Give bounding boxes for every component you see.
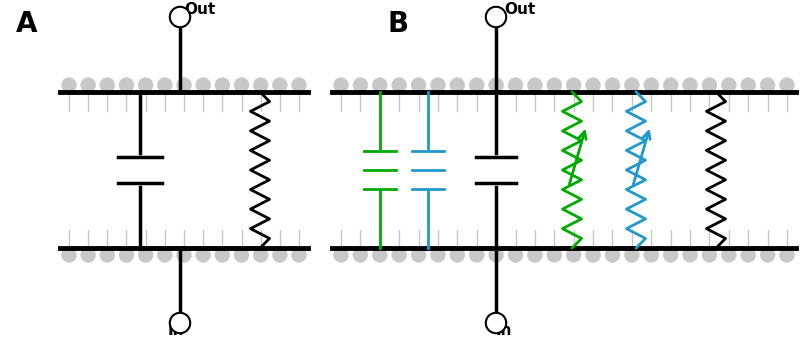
Ellipse shape xyxy=(430,78,446,92)
Ellipse shape xyxy=(605,248,620,262)
Ellipse shape xyxy=(450,78,465,92)
Ellipse shape xyxy=(760,78,775,92)
Ellipse shape xyxy=(372,248,387,262)
Ellipse shape xyxy=(682,248,698,262)
Ellipse shape xyxy=(234,78,249,92)
Ellipse shape xyxy=(196,248,210,262)
Ellipse shape xyxy=(138,248,153,262)
Ellipse shape xyxy=(663,248,678,262)
Ellipse shape xyxy=(170,313,190,333)
Ellipse shape xyxy=(566,248,581,262)
Ellipse shape xyxy=(170,7,190,27)
Ellipse shape xyxy=(254,248,268,262)
Ellipse shape xyxy=(411,248,426,262)
Ellipse shape xyxy=(100,78,114,92)
Ellipse shape xyxy=(722,78,736,92)
Ellipse shape xyxy=(291,248,306,262)
Ellipse shape xyxy=(254,78,268,92)
Ellipse shape xyxy=(779,248,794,262)
Ellipse shape xyxy=(158,78,172,92)
Ellipse shape xyxy=(158,248,172,262)
Ellipse shape xyxy=(119,78,134,92)
Text: In: In xyxy=(496,323,513,338)
Ellipse shape xyxy=(430,248,446,262)
Text: Out: Out xyxy=(504,2,535,17)
Ellipse shape xyxy=(353,78,368,92)
Ellipse shape xyxy=(81,248,96,262)
Ellipse shape xyxy=(215,248,230,262)
Ellipse shape xyxy=(272,78,287,92)
Ellipse shape xyxy=(624,78,639,92)
Text: A: A xyxy=(16,10,38,38)
Ellipse shape xyxy=(702,248,717,262)
Ellipse shape xyxy=(62,78,77,92)
Ellipse shape xyxy=(605,78,620,92)
Ellipse shape xyxy=(508,78,523,92)
Ellipse shape xyxy=(527,78,542,92)
Ellipse shape xyxy=(470,248,484,262)
Ellipse shape xyxy=(547,248,562,262)
Ellipse shape xyxy=(682,78,698,92)
Ellipse shape xyxy=(547,78,562,92)
Ellipse shape xyxy=(81,78,96,92)
Ellipse shape xyxy=(353,248,368,262)
Ellipse shape xyxy=(489,78,504,92)
Ellipse shape xyxy=(527,248,542,262)
Text: Out: Out xyxy=(184,2,215,17)
Ellipse shape xyxy=(234,248,249,262)
Ellipse shape xyxy=(702,78,717,92)
Ellipse shape xyxy=(392,248,406,262)
Ellipse shape xyxy=(392,78,406,92)
Ellipse shape xyxy=(470,78,484,92)
Ellipse shape xyxy=(624,248,639,262)
Ellipse shape xyxy=(586,248,601,262)
Ellipse shape xyxy=(779,78,794,92)
Ellipse shape xyxy=(741,78,756,92)
Ellipse shape xyxy=(644,248,658,262)
Ellipse shape xyxy=(486,7,506,27)
Ellipse shape xyxy=(196,78,210,92)
Ellipse shape xyxy=(663,78,678,92)
Ellipse shape xyxy=(644,78,658,92)
Ellipse shape xyxy=(119,248,134,262)
Ellipse shape xyxy=(508,248,523,262)
Ellipse shape xyxy=(760,248,775,262)
Ellipse shape xyxy=(450,248,465,262)
Ellipse shape xyxy=(215,78,230,92)
Ellipse shape xyxy=(722,248,736,262)
Ellipse shape xyxy=(177,78,191,92)
Ellipse shape xyxy=(411,78,426,92)
Ellipse shape xyxy=(372,78,387,92)
Ellipse shape xyxy=(489,248,504,262)
Ellipse shape xyxy=(334,248,349,262)
Text: In: In xyxy=(168,323,184,338)
Ellipse shape xyxy=(177,248,191,262)
Ellipse shape xyxy=(62,248,77,262)
Ellipse shape xyxy=(272,248,287,262)
Ellipse shape xyxy=(334,78,349,92)
Text: B: B xyxy=(388,10,409,38)
Ellipse shape xyxy=(291,78,306,92)
Ellipse shape xyxy=(566,78,581,92)
Ellipse shape xyxy=(586,78,601,92)
Ellipse shape xyxy=(486,313,506,333)
Ellipse shape xyxy=(100,248,114,262)
Ellipse shape xyxy=(741,248,756,262)
Ellipse shape xyxy=(138,78,153,92)
